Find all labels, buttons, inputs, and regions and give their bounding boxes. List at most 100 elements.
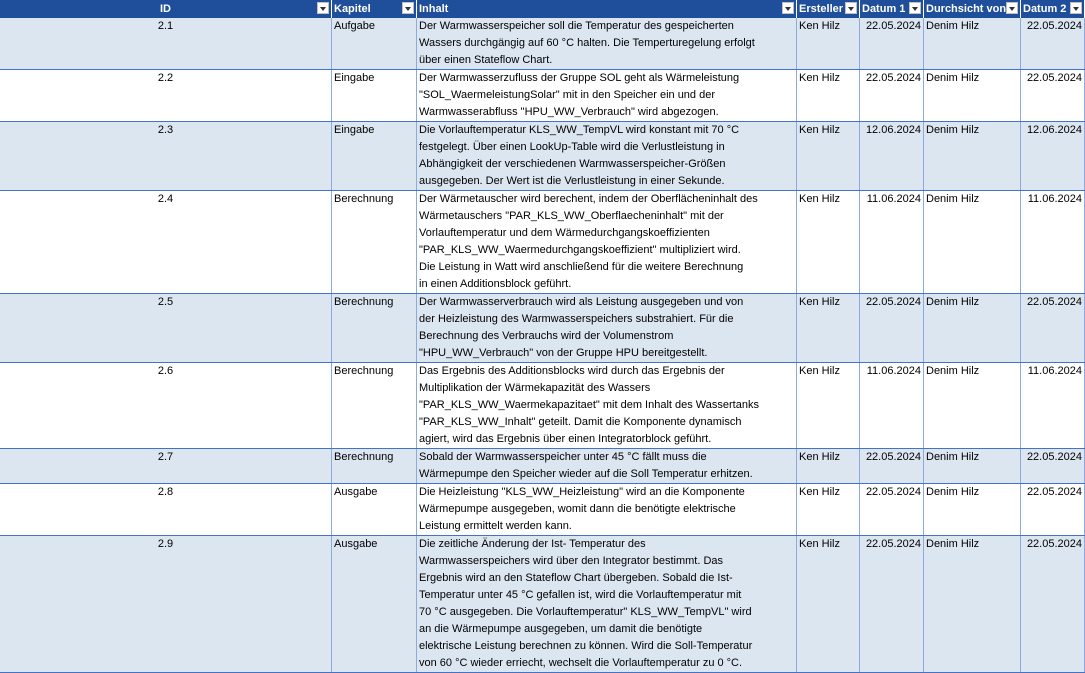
datum2-cell: 22.05.2024 <box>1021 484 1085 535</box>
content-line: ausgegeben. Der Wert ist die Verlustleis… <box>419 175 725 187</box>
datum2-cell: 22.05.2024 <box>1021 18 1085 69</box>
table-row: 2.4 Berechnung Der Wärmetauscher wird bere… <box>0 191 1085 294</box>
datum1-cell: 11.06.2024 <box>860 191 924 293</box>
kapitel-text: Berechnung <box>334 296 394 308</box>
durchsicht-text: Denim Hilz <box>926 486 980 498</box>
filter-button[interactable] <box>845 2 857 14</box>
datum1-cell: 22.05.2024 <box>860 484 924 535</box>
filter-button[interactable] <box>1070 2 1082 14</box>
durchsicht-text: Denim Hilz <box>926 538 980 550</box>
header-label: Ersteller <box>799 3 844 15</box>
kapitel-text: Aufgabe <box>334 20 375 32</box>
datum2-cell: 22.05.2024 <box>1021 294 1085 362</box>
content-line: festgelegt. Über einen LookUp-Table wird… <box>419 141 725 153</box>
datum1-text: 22.05.2024 <box>865 20 921 32</box>
header-label: Durchsicht von <box>926 3 1007 15</box>
kapitel-cell: Aufgabe <box>332 18 417 69</box>
table-row: 2.1 Aufgabe Der Warmwasserspeicher soll di… <box>0 18 1085 70</box>
datum1-text: 22.05.2024 <box>865 538 921 550</box>
datum1-text: 12.06.2024 <box>865 124 921 136</box>
filter-button[interactable] <box>1006 2 1018 14</box>
datum2-cell: 11.06.2024 <box>1021 363 1085 448</box>
inhalt-cell: Der Warmwasserverbrauch wird als Leistun… <box>417 294 797 362</box>
durchsicht-text: Denim Hilz <box>926 72 980 84</box>
id-text: 2.1 <box>157 20 174 32</box>
content-line: Ergebnis wird an den Stateflow Chart übe… <box>419 572 733 584</box>
kapitel-text: Ausgabe <box>334 538 378 550</box>
content-line: Der Warmwasserspeicher soll die Temperat… <box>419 20 734 32</box>
kapitel-text: Berechnung <box>334 193 394 205</box>
filter-button[interactable] <box>782 2 794 14</box>
header-label: Kapitel <box>334 3 371 15</box>
ersteller-text: Ken Hilz <box>799 193 840 205</box>
table-row: 2.6 Berechnung Das Ergebnis des Additionsb… <box>0 363 1085 449</box>
durchsicht-cell: Denim Hilz <box>924 18 1021 69</box>
durchsicht-text: Denim Hilz <box>926 296 980 308</box>
datum2-text: 11.06.2024 <box>1027 193 1082 205</box>
ersteller-cell: Ken Hilz <box>797 70 860 121</box>
kapitel-cell: Berechnung <box>332 294 417 362</box>
datum2-text: 22.05.2024 <box>1026 296 1082 308</box>
datum1-text: 22.05.2024 <box>865 72 921 84</box>
table-row: 2.8 Ausgabe Die Heizleistung "KLS_WW_Heizl… <box>0 484 1085 536</box>
filter-button[interactable] <box>402 2 414 14</box>
id-cell: 2.2 <box>0 70 332 121</box>
header-label: Datum 1 <box>862 3 906 15</box>
header-row: ID Kapitel Inhalt Ersteller Datum 1 Durchsich… <box>0 0 1085 18</box>
ersteller-cell: Ken Hilz <box>797 484 860 535</box>
content-line: "PAR_KLS_WW_Waermedurchgangskoeffizient"… <box>419 244 741 256</box>
durchsicht-text: Denim Hilz <box>926 193 980 205</box>
kapitel-cell: Berechnung <box>332 191 417 293</box>
content-line: Warmwasserspeichers wird über den Integr… <box>419 555 724 567</box>
datum1-text: 22.05.2024 <box>865 296 921 308</box>
content-line: Berechnung des Verbrauchs wird der Volum… <box>419 330 674 342</box>
content-line: agiert, wird das Ergebnis über einen Int… <box>419 433 712 445</box>
id-cell: 2.3 <box>0 122 332 190</box>
datum1-cell: 22.05.2024 <box>860 449 924 483</box>
filter-button[interactable] <box>909 2 921 14</box>
ersteller-text: Ken Hilz <box>799 20 840 32</box>
id-text: 2.3 <box>157 124 174 136</box>
id-text: 2.8 <box>157 486 174 498</box>
content-line: Der Warmwasserzufluss der Gruppe SOL geh… <box>419 72 740 84</box>
datum2-cell: 22.05.2024 <box>1021 536 1085 672</box>
content-line: über einen Stateflow Chart. <box>419 54 553 66</box>
kapitel-text: Ausgabe <box>334 486 378 498</box>
table-row: 2.2 Eingabe Der Warmwasserzufluss der Grup… <box>0 70 1085 122</box>
kapitel-cell: Eingabe <box>332 122 417 190</box>
ersteller-text: Ken Hilz <box>799 124 840 136</box>
content-line: in einen Additionsblock geführt. <box>419 278 572 290</box>
header-label: Datum 2 <box>1023 3 1067 15</box>
datum1-text: 11.06.2024 <box>866 193 921 205</box>
id-text: 2.5 <box>157 296 174 308</box>
content-line: "PAR_KLS_WW_Inhalt" geteilt. Damit die K… <box>419 416 742 428</box>
table-row: 2.3 Eingabe Die Vorlauftemperatur KLS_WW_T… <box>0 122 1085 191</box>
id-text: 2.4 <box>157 193 174 205</box>
content-line: Multiplikation der Wärmekapazität des Wa… <box>419 382 651 394</box>
durchsicht-cell: Denim Hilz <box>924 449 1021 483</box>
datum1-cell: 22.05.2024 <box>860 536 924 672</box>
durchsicht-text: Denim Hilz <box>926 365 980 377</box>
table-row: 2.7 Berechnung Sobald der Warmwasserspeich… <box>0 449 1085 484</box>
content-line: Vorlauftemperatur und dem Wärmedurchgang… <box>419 227 710 239</box>
content-line: "HPU_WW_Verbrauch" von der Gruppe HPU be… <box>419 347 708 359</box>
inhalt-cell: Der Warmwasserzufluss der Gruppe SOL geh… <box>417 70 797 121</box>
datum1-text: 11.06.2024 <box>866 365 921 377</box>
ersteller-cell: Ken Hilz <box>797 294 860 362</box>
id-text: 2.9 <box>157 538 174 550</box>
kapitel-text: Berechnung <box>334 451 394 463</box>
content-line: Wärmepumpe den Speicher wieder auf die S… <box>419 468 753 480</box>
datum1-cell: 22.05.2024 <box>860 18 924 69</box>
datum2-text: 12.06.2024 <box>1026 124 1082 136</box>
id-cell: 2.4 <box>0 191 332 293</box>
content-line: Leistung ermittelt werden kann. <box>419 520 572 532</box>
ersteller-text: Ken Hilz <box>799 451 840 463</box>
kapitel-cell: Ausgabe <box>332 536 417 672</box>
durchsicht-text: Denim Hilz <box>926 20 980 32</box>
datum2-text: 11.06.2024 <box>1027 365 1082 377</box>
datum2-text: 22.05.2024 <box>1026 538 1082 550</box>
durchsicht-text: Denim Hilz <box>926 451 980 463</box>
filter-button[interactable] <box>317 2 329 14</box>
inhalt-cell: Das Ergebnis des Additionsblocks wird du… <box>417 363 797 448</box>
